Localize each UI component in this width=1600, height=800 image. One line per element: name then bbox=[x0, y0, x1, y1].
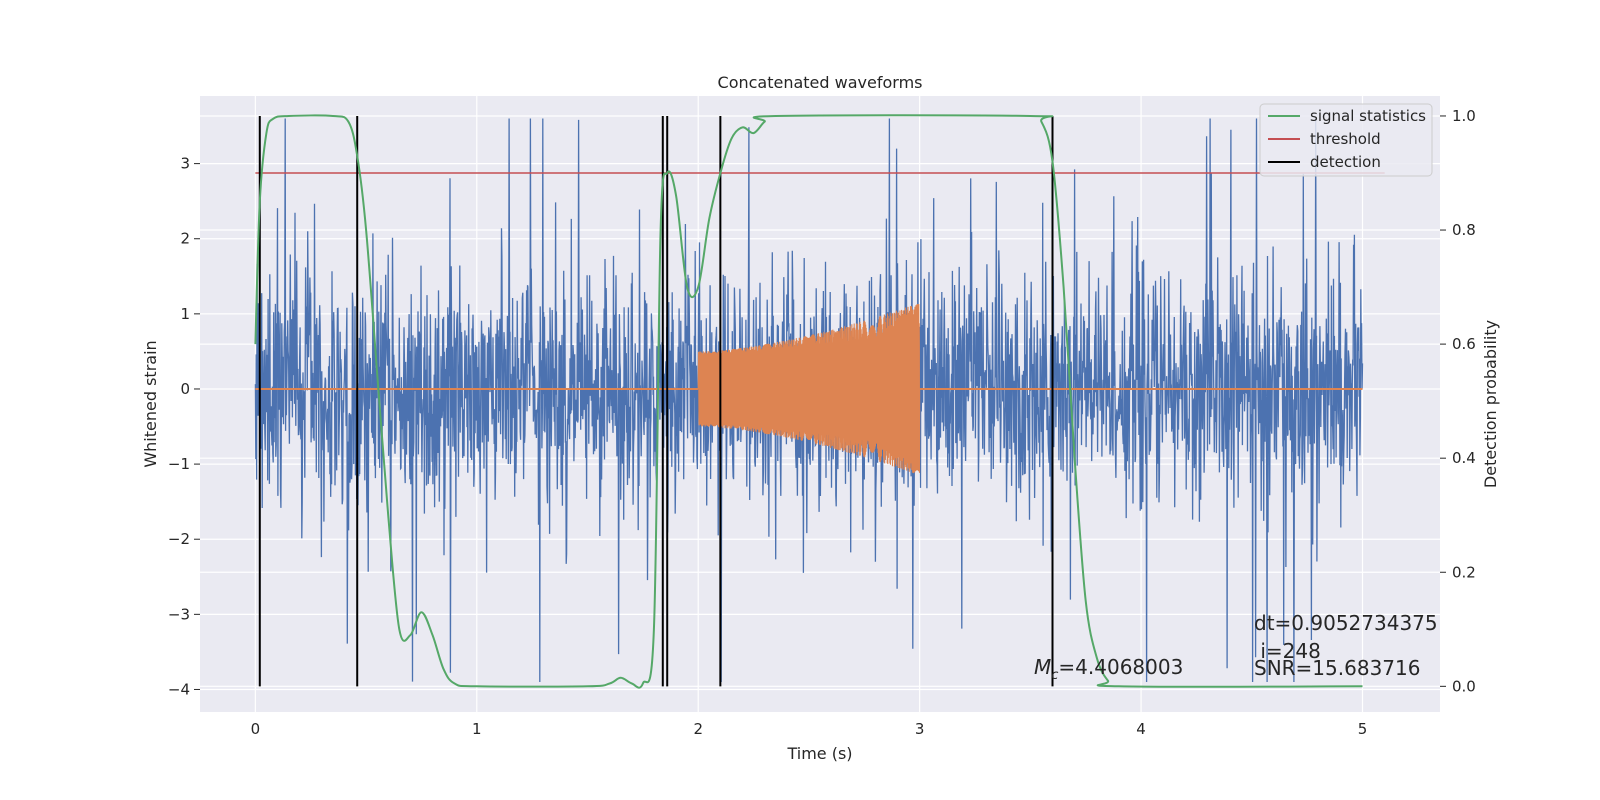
legend-box bbox=[1259, 103, 1433, 177]
x-tick-label: 5 bbox=[1358, 720, 1368, 738]
annotation-snr: SNR=15.683716 bbox=[1254, 656, 1420, 680]
x-tick-label: 3 bbox=[915, 720, 925, 738]
annotation-chirp-mass: Mc=4.4068003 bbox=[1034, 655, 1183, 683]
chirp-mass-value: =4.4068003 bbox=[1058, 655, 1183, 679]
x-tick-label: 0 bbox=[251, 720, 261, 738]
legend: signal statistics threshold detection bbox=[1259, 103, 1433, 177]
plot-content bbox=[254, 114, 1385, 689]
y-tick-label: 3 bbox=[180, 155, 190, 173]
annotation-dt: dt=0.9052734375 bbox=[1254, 611, 1438, 635]
y2-axis-label: Detection probability bbox=[1481, 320, 1500, 488]
x-axis-label: Time (s) bbox=[786, 744, 852, 763]
legend-label-signal-statistics: signal statistics bbox=[1310, 107, 1426, 125]
chart-title: Concatenated waveforms bbox=[718, 73, 923, 92]
y2-tick-label: 0.2 bbox=[1452, 563, 1476, 581]
y-axis-label: Whitened strain bbox=[141, 340, 160, 467]
x-tick-label: 1 bbox=[472, 720, 482, 738]
y-tick-label: 0 bbox=[180, 380, 190, 398]
y-tick-label: −1 bbox=[168, 455, 190, 473]
chirp-mass-symbol: M bbox=[1034, 655, 1051, 679]
legend-label-detection: detection bbox=[1310, 153, 1381, 171]
chirp-mass-subscript: c bbox=[1051, 668, 1058, 683]
axes: 0 1 2 3 4 5 −4 −3 −2 −1 0 1 2 3 0.0 0.2 0.4 0.6 0.8 1.0 bbox=[168, 107, 1476, 738]
y2-tick-label: 0.8 bbox=[1452, 221, 1476, 239]
series-signal-statistics bbox=[254, 114, 1363, 689]
series-injected-waveform bbox=[697, 303, 921, 474]
y-tick-label: −4 bbox=[168, 680, 190, 698]
y2-tick-label: 1.0 bbox=[1452, 107, 1476, 125]
annotation-index: i=248 bbox=[1254, 639, 1321, 663]
y2-tick-label: 0.0 bbox=[1452, 677, 1476, 695]
y-tick-label: −2 bbox=[168, 530, 190, 548]
y2-tick-label: 0.4 bbox=[1452, 449, 1476, 467]
x-tick-label: 4 bbox=[1136, 720, 1146, 738]
y2-tick-label: 0.6 bbox=[1452, 335, 1476, 353]
y-tick-label: −3 bbox=[168, 605, 190, 623]
y-tick-label: 2 bbox=[180, 230, 190, 248]
y-tick-label: 1 bbox=[180, 305, 190, 323]
legend-label-threshold: threshold bbox=[1310, 130, 1381, 148]
x-tick-label: 2 bbox=[693, 720, 703, 738]
